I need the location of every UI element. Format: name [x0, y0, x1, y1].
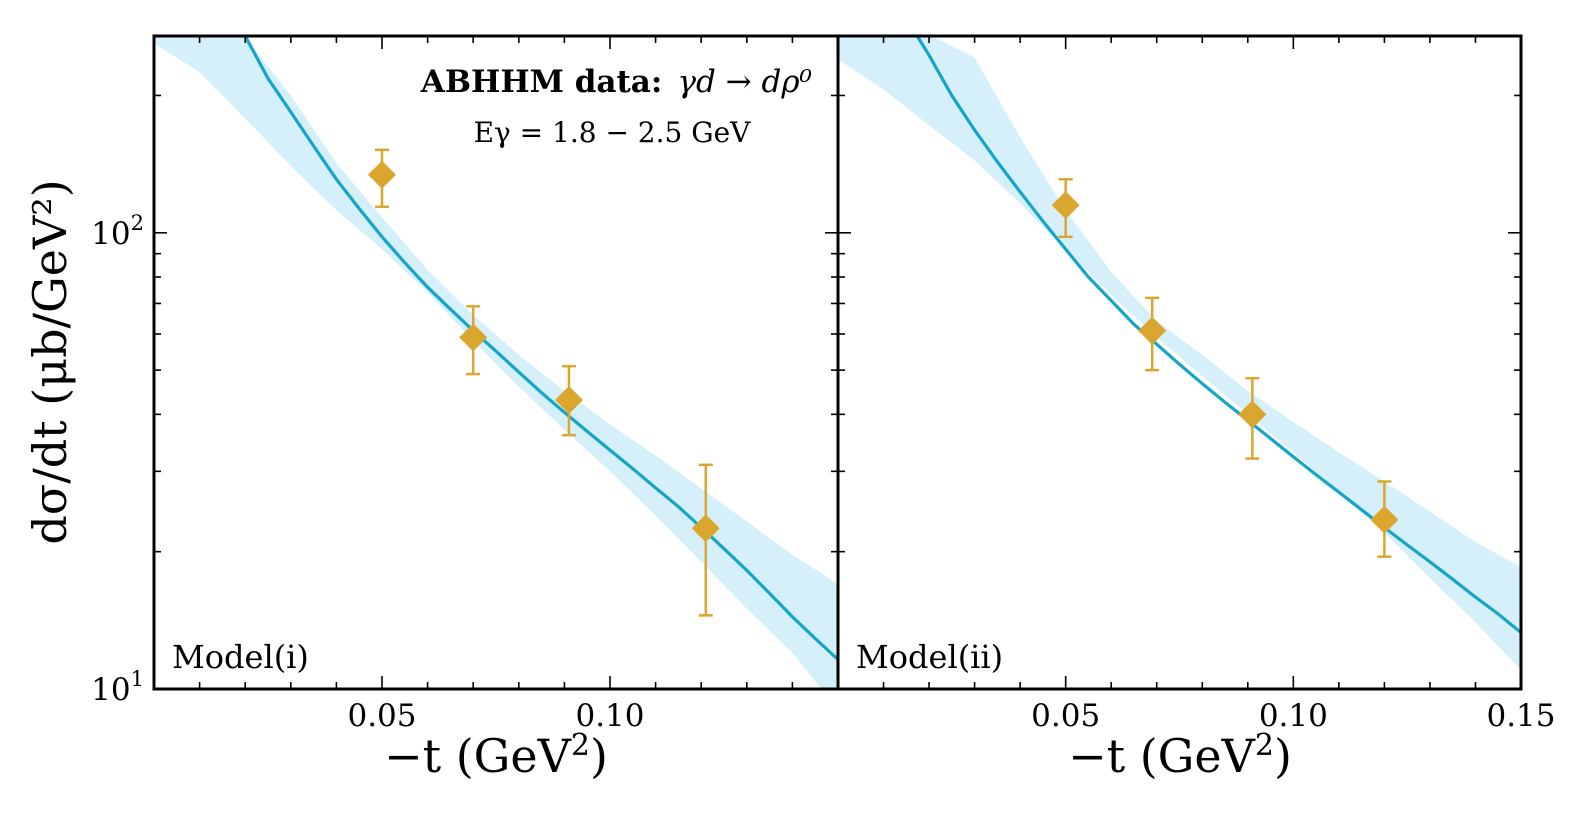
model-label: Model(ii) — [856, 638, 1003, 676]
x-tick-label: 0.10 — [575, 698, 644, 734]
plot-frame — [836, 34, 1523, 691]
x-tick-label: 0.05 — [347, 698, 416, 734]
point-marker — [1051, 191, 1080, 220]
annotation: ABHHM data: γd → dρ⁰ Eγ = 1.8 − 2.5 GeV — [420, 64, 813, 149]
data-point — [1370, 480, 1399, 558]
point-marker — [368, 160, 396, 189]
point-marker — [554, 386, 583, 415]
x-axis-title: −t (GeV2) — [384, 728, 608, 783]
point-marker — [459, 323, 488, 352]
x-axis-title-exp: 2 — [1255, 728, 1274, 763]
x-axis-title-close: ) — [1274, 729, 1292, 783]
y-tick-label: 102 — [91, 211, 144, 252]
data-point — [691, 463, 720, 617]
x-axis-title-close: ) — [590, 729, 608, 783]
annotation-reaction: γd → dρ⁰ — [677, 64, 812, 100]
data-points — [368, 148, 720, 617]
y-tick-label-base: 10 — [91, 216, 130, 252]
fit-curve — [915, 36, 1521, 634]
fit-curve — [243, 36, 838, 661]
y-tick-label: 101 — [91, 667, 144, 708]
y-axis-title: dσ/dt (μb/GeV²) — [23, 179, 77, 544]
y-tick-label-exp: 1 — [131, 667, 144, 691]
x-axis-title-main: −t (GeV — [384, 729, 572, 783]
data-points — [1051, 178, 1399, 558]
x-axis-title: −t (GeV2) — [1068, 728, 1292, 783]
panel-model-i: 0.05 0.10 Model(i) −t (GeV2) — [152, 34, 840, 783]
x-ticks: 0.05 0.10 — [198, 36, 794, 734]
model-label: Model(i) — [172, 638, 309, 676]
annotation-title-bold: ABHHM data: — [420, 64, 663, 100]
data-point — [1238, 376, 1267, 460]
data-point — [554, 364, 583, 437]
data-point — [459, 305, 488, 376]
point-marker — [691, 514, 720, 543]
data-point — [368, 148, 396, 209]
x-ticks: 0.05 0.10 0.15 — [882, 36, 1556, 734]
point-marker — [1238, 400, 1267, 429]
y-ticks — [154, 94, 838, 690]
uncertainty-band — [838, 36, 1521, 671]
data-point — [1138, 296, 1167, 372]
uncertainty-band — [154, 36, 838, 689]
panel-model-ii: 0.05 0.10 0.15 Model(ii) −t (GeV2) — [836, 34, 1556, 783]
x-axis-title-main: −t (GeV — [1068, 729, 1256, 783]
point-marker — [1138, 316, 1167, 345]
x-tick-label: 0.10 — [1259, 698, 1328, 734]
x-tick-label: 0.05 — [1031, 698, 1100, 734]
data-point — [1051, 178, 1080, 239]
x-axis-title-exp: 2 — [571, 728, 590, 763]
point-marker — [1370, 505, 1399, 534]
y-tick-label-exp: 2 — [131, 211, 144, 235]
annotation-energy: Eγ = 1.8 − 2.5 GeV — [474, 116, 752, 149]
annotation-title: ABHHM data: γd → dρ⁰ — [420, 64, 813, 100]
y-tick-label-base: 10 — [91, 672, 130, 708]
y-ticks — [838, 94, 1521, 690]
x-tick-label: 0.15 — [1486, 698, 1555, 734]
